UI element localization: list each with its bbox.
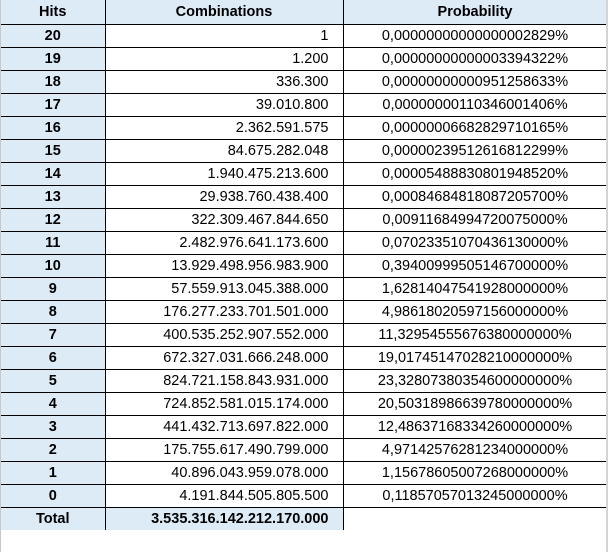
cell-hits[interactable]: 19 — [1, 46, 106, 71]
cell-probability[interactable]: 0,00084684818087205700% — [342, 184, 608, 209]
table-row: 8 176.277.233.701.501.000 4,98618020597156… — [1, 299, 608, 324]
cell-hits[interactable]: 5 — [1, 368, 106, 393]
cell-combinations[interactable]: 672.327.031.666.248.000 — [104, 345, 344, 370]
table-row: 16 2.362.591.575 0,00000006682829710165% — [1, 115, 608, 140]
cell-combinations[interactable]: 29.938.760.438.400 — [104, 184, 344, 209]
header-row: Hits Combinations Probability — [1, 0, 608, 25]
cell-hits[interactable]: 0 — [1, 483, 106, 508]
cell-hits[interactable]: 14 — [1, 161, 106, 186]
cell-probability[interactable]: 0,00000000000000002829% — [342, 23, 608, 48]
cell-combinations[interactable]: 1 — [104, 23, 344, 48]
cell-hits[interactable]: 17 — [1, 92, 106, 117]
cell-probability[interactable]: 0,00000000000951258633% — [342, 69, 608, 94]
table-row: 14 1.940.475.213.600 0,0000548883080194852… — [1, 161, 608, 186]
cell-combinations[interactable]: 400.535.252.907.552.000 — [104, 322, 344, 347]
total-row: Total 3.535.316.142.212.170.000 — [1, 506, 607, 530]
cell-hits[interactable]: 3 — [1, 414, 106, 439]
cell-combinations[interactable]: 57.559.913.045.388.000 — [104, 276, 344, 301]
cell-combinations[interactable]: 84.675.282.048 — [104, 138, 344, 163]
header-combinations[interactable]: Combinations — [104, 0, 344, 25]
cell-hits[interactable]: 7 — [1, 322, 106, 347]
table-row: 18 336.300 0,00000000000951258633% — [1, 69, 608, 94]
total-combinations[interactable]: 3.535.316.142.212.170.000 — [104, 506, 344, 530]
table-row: 17 39.010.800 0,00000000110346001406% — [1, 92, 608, 117]
cell-hits[interactable]: 4 — [1, 391, 106, 416]
table-row: 13 29.938.760.438.400 0,000846848180872057… — [1, 184, 608, 209]
cell-probability[interactable]: 4,97142576281234000000% — [342, 437, 608, 462]
cell-hits[interactable]: 6 — [1, 345, 106, 370]
table-row: 10 13.929.498.956.983.900 0,39400999505146… — [1, 253, 608, 278]
total-label[interactable]: Total — [1, 506, 106, 530]
cell-combinations[interactable]: 4.191.844.505.805.500 — [104, 483, 344, 508]
scrollbar-edge — [606, 0, 608, 552]
cell-combinations[interactable]: 39.010.800 — [104, 92, 344, 117]
cell-combinations[interactable]: 176.277.233.701.501.000 — [104, 299, 344, 324]
total-empty-cell[interactable] — [342, 506, 607, 530]
cell-combinations[interactable]: 1.940.475.213.600 — [104, 161, 344, 186]
cell-probability[interactable]: 0,00000239512616812299% — [342, 138, 608, 163]
cell-combinations[interactable]: 175.755.617.490.799.000 — [104, 437, 344, 462]
cell-probability[interactable]: 11,32954555676380000000% — [342, 322, 608, 347]
table-row: 19 1.200 0,00000000000003394322% — [1, 46, 608, 71]
cell-combinations[interactable]: 13.929.498.956.983.900 — [104, 253, 344, 278]
probability-table: Hits Combinations Probability 20 1 0,00000… — [1, 0, 608, 530]
cell-combinations[interactable]: 824.721.158.843.931.000 — [104, 368, 344, 393]
table-row: 11 2.482.976.641.173.600 0,070233510704361… — [1, 230, 608, 255]
cell-probability[interactable]: 12,48637168334260000000% — [342, 414, 608, 439]
table-row: 12 322.309.467.844.650 0,00911684994720075… — [1, 207, 608, 232]
cell-combinations[interactable]: 322.309.467.844.650 — [104, 207, 344, 232]
cell-hits[interactable]: 2 — [1, 437, 106, 462]
cell-hits[interactable]: 20 — [1, 23, 106, 48]
cell-hits[interactable]: 8 — [1, 299, 106, 324]
cell-hits[interactable]: 16 — [1, 115, 106, 140]
cell-probability[interactable]: 1,62814047541928000000% — [342, 276, 608, 301]
cell-combinations[interactable]: 724.852.581.015.174.000 — [104, 391, 344, 416]
table-row: 2 175.755.617.490.799.000 4,97142576281234… — [1, 437, 608, 462]
table-row: 9 57.559.913.045.388.000 1,628140475419280… — [1, 276, 608, 301]
cell-probability[interactable]: 0,07023351070436130000% — [342, 230, 608, 255]
cell-combinations[interactable]: 336.300 — [104, 69, 344, 94]
table-row: 5 824.721.158.843.931.000 23,3280738035460… — [1, 368, 608, 393]
cell-probability[interactable]: 23,32807380354600000000% — [342, 368, 608, 393]
cell-probability[interactable]: 0,00000000110346001406% — [342, 92, 608, 117]
table-row: 20 1 0,00000000000000002829% — [1, 23, 608, 48]
cell-probability[interactable]: 19,01745147028210000000% — [342, 345, 608, 370]
cell-probability[interactable]: 0,00005488830801948520% — [342, 161, 608, 186]
cell-probability[interactable]: 0,00911684994720075000% — [342, 207, 608, 232]
table-row: 0 4.191.844.505.805.500 0,1185705701324500… — [1, 483, 608, 508]
cell-hits[interactable]: 12 — [1, 207, 106, 232]
table-row: 15 84.675.282.048 0,00000239512616812299% — [1, 138, 608, 163]
table-row: 4 724.852.581.015.174.000 20,5031898663978… — [1, 391, 608, 416]
cell-combinations[interactable]: 1.200 — [104, 46, 344, 71]
cell-probability[interactable]: 0,00000006682829710165% — [342, 115, 608, 140]
cell-hits[interactable]: 1 — [1, 460, 106, 485]
cell-hits[interactable]: 13 — [1, 184, 106, 209]
cell-combinations[interactable]: 2.482.976.641.173.600 — [104, 230, 344, 255]
cell-hits[interactable]: 15 — [1, 138, 106, 163]
cell-probability[interactable]: 0,39400999505146700000% — [342, 253, 608, 278]
cell-probability[interactable]: 0,00000000000003394322% — [342, 46, 608, 71]
table-row: 3 441.432.713.697.822.000 12,4863716833426… — [1, 414, 608, 439]
cell-hits[interactable]: 11 — [1, 230, 106, 255]
header-probability[interactable]: Probability — [342, 0, 608, 25]
cell-combinations[interactable]: 441.432.713.697.822.000 — [104, 414, 344, 439]
cell-hits[interactable]: 18 — [1, 69, 106, 94]
cell-combinations[interactable]: 2.362.591.575 — [104, 115, 344, 140]
table-row: 1 40.896.043.959.078.000 1,156786050072680… — [1, 460, 608, 485]
cell-hits[interactable]: 9 — [1, 276, 106, 301]
table-row: 7 400.535.252.907.552.000 11,3295455567638… — [1, 322, 608, 347]
header-hits[interactable]: Hits — [1, 0, 106, 25]
cell-probability[interactable]: 20,50318986639780000000% — [342, 391, 608, 416]
cell-combinations[interactable]: 40.896.043.959.078.000 — [104, 460, 344, 485]
cell-hits[interactable]: 10 — [1, 253, 106, 278]
cell-probability[interactable]: 1,15678605007268000000% — [342, 460, 608, 485]
cell-probability[interactable]: 4,98618020597156000000% — [342, 299, 608, 324]
cell-probability[interactable]: 0,11857057013245000000% — [342, 483, 608, 508]
table-row: 6 672.327.031.666.248.000 19,0174514702821… — [1, 345, 608, 370]
